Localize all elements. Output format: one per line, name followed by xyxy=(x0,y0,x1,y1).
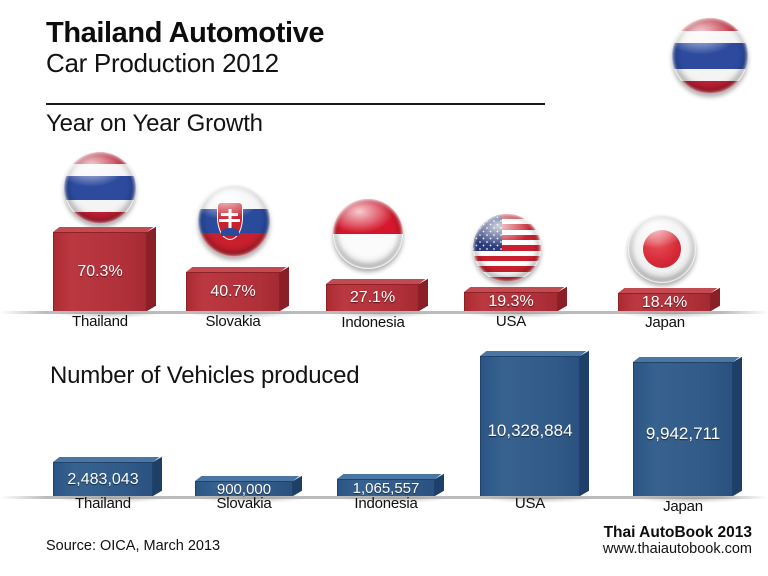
title-divider xyxy=(46,103,545,105)
source-note: Source: OICA, March 2013 xyxy=(46,538,221,554)
bar-side-face xyxy=(435,473,444,496)
volume-value-slovakia: 900,000 xyxy=(216,480,272,498)
bar-front-face: 10,328,884 xyxy=(480,356,580,496)
volume-label-thailand: Thailand xyxy=(75,495,131,512)
bar-front-face: 2,483,043 xyxy=(53,462,153,496)
flag-disc xyxy=(198,185,270,257)
growth-label-thailand: Thailand xyxy=(72,313,128,330)
volume-chart-baseline xyxy=(0,496,768,499)
bar-side-face xyxy=(580,350,589,496)
volume-label-usa: USA xyxy=(514,495,546,512)
slovakia-double-cross-icon xyxy=(228,209,232,230)
bar-front-face: 19.3% xyxy=(464,292,558,311)
brand-name: Thai AutoBook 2013 xyxy=(603,524,752,541)
bar-front-face: 27.1% xyxy=(326,284,419,311)
volume-section-title: Number of Vehicles produced xyxy=(50,362,360,389)
growth-label-slovakia: Slovakia xyxy=(205,313,261,330)
flag-disc xyxy=(628,215,696,283)
growth-section-title: Year on Year Growth xyxy=(46,110,263,137)
growth-label-japan: Japan xyxy=(645,314,685,331)
volume-value-indonesia: 1,065,557 xyxy=(352,479,420,497)
thailand-flag-badge xyxy=(672,18,748,94)
growth-flag-usa xyxy=(473,214,541,282)
usa-flag-stripes xyxy=(473,214,541,282)
bar-shadow xyxy=(57,495,165,503)
bar-side-face xyxy=(419,278,428,311)
volume-label-japan: Japan xyxy=(663,498,703,515)
bar-side-face xyxy=(558,286,567,311)
bar-shadow xyxy=(199,495,305,503)
bar-shadow xyxy=(190,310,292,318)
bar-side-face xyxy=(733,356,742,496)
bar-shadow xyxy=(484,495,592,503)
volume-value-usa: 10,328,884 xyxy=(487,420,573,440)
growth-bar-indonesia[interactable]: 27.1% xyxy=(326,278,431,318)
bar-shadow xyxy=(468,310,570,318)
volume-bar-japan[interactable]: 9,942,711 xyxy=(633,356,745,503)
volume-bar-thailand[interactable]: 2,483,043 xyxy=(53,456,165,503)
growth-bar-usa[interactable]: 19.3% xyxy=(464,286,570,318)
bar-front-face: 70.3% xyxy=(53,232,147,311)
flag-disc xyxy=(473,214,541,282)
bar-side-face xyxy=(153,456,162,496)
usa-flag-canton xyxy=(473,214,502,251)
thailand-flag-stripes xyxy=(672,18,748,94)
bar-side-face xyxy=(293,475,302,496)
volume-label-indonesia: Indonesia xyxy=(354,495,418,512)
bar-shadow xyxy=(622,310,723,318)
page-subtitle: Car Production 2012 xyxy=(46,48,279,79)
bar-front-face: 9,942,711 xyxy=(633,362,733,496)
flag-disc xyxy=(333,199,403,269)
japan-sun-disc xyxy=(642,229,682,269)
page-title: Thailand Automotive xyxy=(46,17,325,49)
growth-value-indonesia: 27.1% xyxy=(349,289,396,306)
bar-side-face xyxy=(711,287,720,311)
bar-shadow xyxy=(341,495,447,503)
volume-bar-indonesia[interactable]: 1,065,557 xyxy=(337,473,447,503)
growth-flag-thailand xyxy=(64,152,136,224)
bar-front-face: 18.4% xyxy=(618,293,711,311)
growth-bar-thailand[interactable]: 70.3% xyxy=(53,226,159,318)
growth-value-japan: 18.4% xyxy=(641,293,688,311)
growth-value-usa: 19.3% xyxy=(488,293,534,310)
bar-shadow xyxy=(637,495,745,503)
bar-side-face xyxy=(280,266,289,311)
volume-value-japan: 9,942,711 xyxy=(645,423,721,443)
thailand-flag-stripes xyxy=(64,152,136,224)
bar-front-face: 900,000 xyxy=(195,480,293,498)
growth-value-slovakia: 40.7% xyxy=(210,283,256,300)
growth-flag-japan xyxy=(628,215,696,283)
growth-value-thailand: 70.3% xyxy=(77,263,123,280)
bar-shadow xyxy=(330,310,431,318)
flag-disc xyxy=(672,18,748,94)
bar-front-face: 1,065,557 xyxy=(337,479,435,497)
growth-bar-japan[interactable]: 18.4% xyxy=(618,287,723,318)
volume-bar-slovakia[interactable]: 900,000 xyxy=(195,475,305,503)
growth-flag-slovakia xyxy=(198,185,270,257)
header-block: Thailand Automotive Car Production 2012 xyxy=(46,18,566,77)
volume-value-thailand: 2,483,043 xyxy=(67,470,139,488)
volume-bar-usa[interactable]: 10,328,884 xyxy=(480,350,592,503)
volume-label-slovakia: Slovakia xyxy=(216,495,272,512)
bar-front-face: 40.7% xyxy=(186,272,280,311)
bar-side-face xyxy=(147,226,156,311)
growth-flag-indonesia xyxy=(333,199,403,269)
flag-disc xyxy=(64,152,136,224)
growth-label-usa: USA xyxy=(495,313,527,330)
brand-website[interactable]: www.thaiautobook.com xyxy=(602,541,752,558)
slovakia-hills xyxy=(221,227,239,236)
indonesia-flag-stripes xyxy=(333,199,403,269)
growth-label-indonesia: Indonesia xyxy=(341,314,405,331)
bar-shadow xyxy=(57,310,159,318)
growth-bar-slovakia[interactable]: 40.7% xyxy=(186,266,292,318)
growth-chart-baseline xyxy=(0,311,768,314)
brand-block: Thai AutoBook 2013 www.thaiautobook.com xyxy=(603,524,752,558)
